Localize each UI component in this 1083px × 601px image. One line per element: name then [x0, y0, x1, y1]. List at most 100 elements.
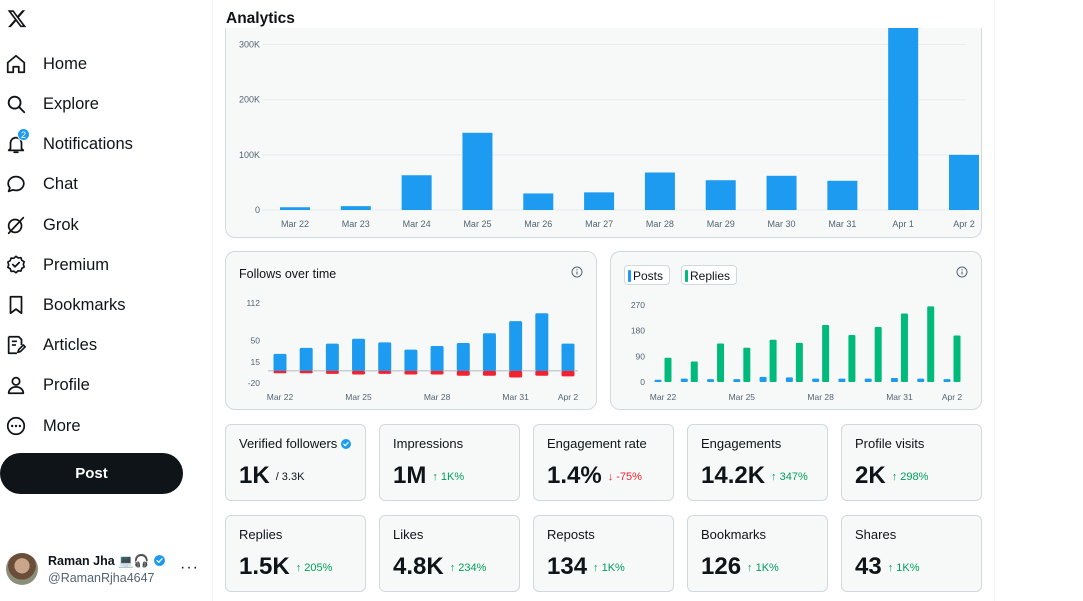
sidebar-item-bookmarks[interactable]: Bookmarks [5, 287, 195, 323]
x-tick-label: Apr 1 [892, 219, 914, 229]
bar-follows [352, 338, 366, 371]
x-tick-label: Mar 30 [768, 219, 796, 229]
sidebar-item-notifications[interactable]: 2 Notifications [5, 126, 195, 162]
bar-posts [838, 378, 846, 382]
bar-replies [743, 347, 751, 382]
bar-posts [707, 379, 715, 382]
metric-trend: ↑ 205% [295, 562, 333, 574]
bar-posts [733, 379, 741, 382]
sidebar-item-explore[interactable]: Explore [5, 86, 195, 122]
metric-value-text: 1.4% [547, 462, 602, 489]
metric-label: Bookmarks [701, 527, 767, 542]
bar [827, 180, 858, 210]
bell-icon: 2 [5, 128, 30, 155]
metric-verified-followers[interactable]: Verified followers 1K / 3.3K [225, 424, 366, 501]
metric-engagements[interactable]: Engagements 14.2K ↑ 347% [687, 424, 828, 501]
metric-value-text: 1K [239, 462, 270, 489]
info-icon[interactable] [571, 266, 583, 278]
metric-trend: ↑ 234% [449, 562, 487, 574]
sidebar-item-premium[interactable]: Premium [5, 247, 195, 283]
sidebar-item-home[interactable]: Home [5, 46, 195, 82]
sidebar-item-more[interactable]: More [5, 408, 195, 444]
sidebar-item-grok[interactable]: Grok [5, 207, 195, 243]
account-switcher[interactable]: Raman Jha 💻🎧 @RamanRjha4647 ··· [6, 550, 206, 588]
info-icon[interactable] [956, 266, 968, 278]
metric-replies[interactable]: Replies 1.5K ↑ 205% [225, 515, 366, 592]
bar-follows [404, 349, 418, 371]
x-tick-label: Mar 28 [424, 392, 451, 402]
legend-replies[interactable]: Replies [681, 265, 738, 285]
account-more-icon[interactable]: ··· [180, 559, 199, 576]
bar [401, 175, 432, 210]
post-button[interactable]: Post [0, 453, 183, 494]
sidebar: Home Explore 2 Notifications Chat Grok P… [0, 0, 212, 601]
metric-value: 1.4% ↓ -75% [547, 462, 642, 490]
x-logo-icon[interactable] [6, 8, 30, 32]
y-tick-label: 300K [239, 40, 260, 50]
bar-posts [812, 378, 820, 382]
y-tick-label: 112 [246, 298, 260, 308]
metric-trend: ↑ 1K% [747, 562, 779, 574]
bar-replies [664, 357, 672, 382]
bar-posts [864, 378, 872, 382]
sidebar-item-label: Bookmarks [43, 295, 126, 314]
bar-posts [680, 378, 688, 382]
bar-follows [509, 321, 523, 371]
y-tick-label: -20 [248, 378, 261, 388]
bar-replies [874, 326, 882, 382]
sidebar-item-label: Notifications [43, 134, 133, 153]
x-tick-label: Mar 27 [585, 219, 613, 229]
legend-label: Posts [633, 269, 664, 283]
legend-posts[interactable]: Posts [624, 265, 671, 285]
metric-value: 134 ↑ 1K% [547, 553, 625, 581]
y-tick-label: 100K [239, 150, 260, 160]
verified-badge-icon [153, 555, 165, 566]
bar-follows [430, 346, 444, 371]
follows-chart-svg: 112 50 15 -20 Mar 22 Mar 25 Mar 28 Mar 31 Apr 2 [246, 298, 578, 402]
bar-follows [273, 353, 287, 371]
bar [280, 207, 310, 210]
x-tick-label: Mar 25 [463, 219, 491, 229]
avatar[interactable] [6, 553, 38, 585]
metric-label: Replies [239, 527, 283, 542]
metric-value-text: 126 [701, 553, 742, 580]
metric-reposts[interactable]: Reposts 134 ↑ 1K% [533, 515, 674, 592]
bar-unfollows [404, 370, 418, 375]
account-name: Raman Jha 💻🎧 [48, 554, 166, 569]
metric-bookmarks[interactable]: Bookmarks 126 ↑ 1K% [687, 515, 828, 592]
sidebar-item-label: Chat [43, 174, 78, 193]
impressions-chart: 0 100K 200K 300K Mar 22 Mar 23 Mar 24 Mar 25 Mar… [225, 28, 982, 238]
y-tick-label: 0 [255, 205, 260, 215]
bar-follows [561, 343, 575, 371]
bar-replies [848, 334, 856, 382]
bar-posts [890, 378, 898, 382]
x-tick-label: Mar 26 [524, 219, 552, 229]
metric-likes[interactable]: Likes 4.8K ↑ 234% [379, 515, 520, 592]
bar-unfollows [535, 370, 549, 376]
bar-replies [953, 335, 961, 382]
metric-impressions[interactable]: Impressions 1M ↑ 1K% [379, 424, 520, 501]
bar-unfollows [509, 370, 523, 378]
metric-value: 1K / 3.3K [239, 462, 304, 490]
metric-shares[interactable]: Shares 43 ↑ 1K% [841, 515, 982, 592]
y-tick-label: 50 [251, 336, 261, 346]
x-tick-label: Apr 2 [953, 219, 975, 229]
metric-trend: ↑ 347% [771, 471, 808, 483]
chart-title: Follows over time [239, 267, 337, 281]
metric-label: Engagements [701, 436, 782, 451]
sidebar-item-chat[interactable]: Chat [5, 166, 195, 202]
verified-badge-icon [341, 439, 352, 449]
bar-posts [654, 379, 662, 382]
metric-value: 14.2K ↑ 347% [701, 462, 808, 490]
bar-replies [717, 343, 725, 382]
sidebar-item-articles[interactable]: Articles [5, 327, 195, 363]
metric-value-text: 134 [547, 553, 588, 580]
bar-follows [456, 343, 470, 371]
metric-value-text: 2K [855, 462, 886, 489]
metric-trend: ↑ 1K% [593, 562, 625, 574]
metric-value-text: 14.2K [701, 462, 766, 489]
metric-engagement-rate[interactable]: Engagement rate 1.4% ↓ -75% [533, 424, 674, 501]
metric-profile-visits[interactable]: Profile visits 2K ↑ 298% [841, 424, 982, 501]
account-name-text: Raman Jha 💻🎧 [48, 554, 150, 568]
sidebar-item-profile[interactable]: Profile [5, 367, 195, 403]
